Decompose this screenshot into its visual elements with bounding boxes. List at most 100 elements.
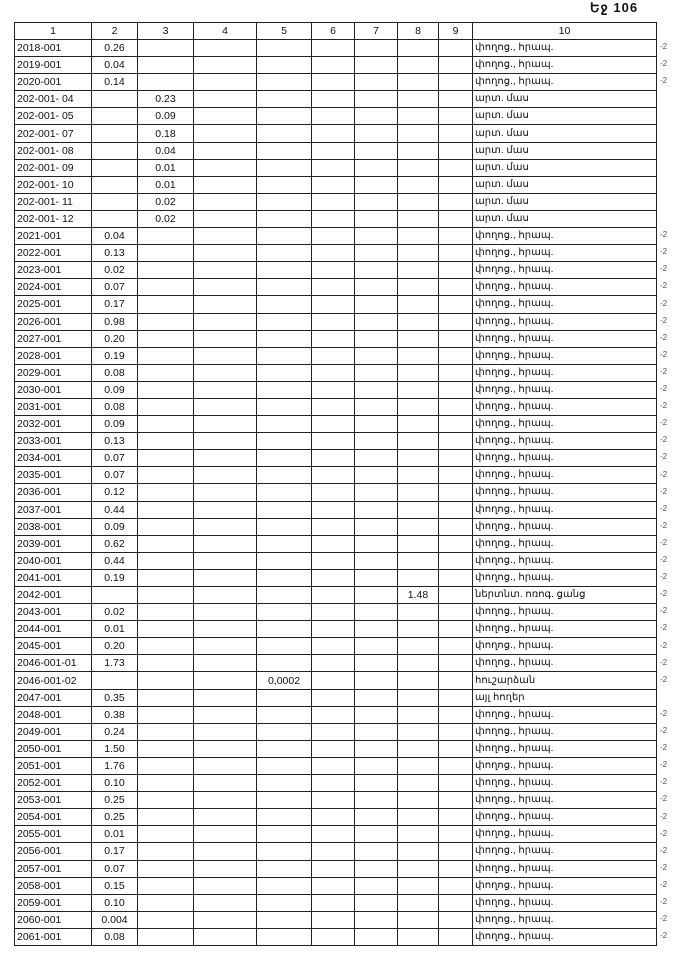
parcel-code-cell: 2023-001 (14, 261, 92, 280)
area-cell-col-7 (354, 90, 398, 109)
area-cell-col-2: 0.12 (91, 483, 138, 502)
parcel-code-cell: 2029-001 (14, 363, 92, 382)
margin-mark: -2 (660, 914, 668, 924)
area-cell-col-8 (397, 449, 439, 468)
area-cell-col-3 (137, 893, 194, 912)
area-cell-col-4 (193, 141, 257, 160)
area-cell-col-8 (397, 654, 439, 673)
area-cell-col-4 (193, 876, 257, 895)
area-cell-col-2: 0.24 (91, 722, 138, 741)
area-cell-col-4 (193, 585, 257, 605)
area-cell-col-6 (311, 329, 355, 348)
parcel-code-cell: 2025-001 (14, 295, 92, 314)
land-use-cell: փողոց., հրապ. (472, 705, 657, 724)
parcel-code-cell: 2046-001-02 (14, 671, 92, 690)
parcel-code-cell: 2054-001 (14, 808, 92, 827)
area-cell-col-2: 0.38 (91, 705, 138, 724)
area-cell-col-7 (354, 808, 398, 827)
area-cell-col-7 (354, 107, 398, 126)
area-cell-col-5 (256, 842, 312, 861)
area-cell-col-3: 0.09 (137, 107, 194, 126)
area-cell-col-7 (354, 363, 398, 382)
area-cell-col-5 (256, 808, 312, 827)
area-cell-col-5 (256, 227, 312, 246)
table-row: 2059-001 0.10 փողոց., հրապ. (14, 893, 657, 912)
area-cell-col-5 (256, 432, 312, 451)
area-cell-col-5 (256, 380, 312, 399)
area-cell-col-5 (256, 141, 312, 160)
area-cell-col-7 (354, 893, 398, 912)
area-cell-col-2: 0.07 (91, 278, 138, 297)
area-cell-col-3 (137, 774, 194, 793)
area-cell-col-9 (438, 261, 473, 280)
area-cell-col-2 (91, 209, 138, 229)
area-cell-col-8 (397, 244, 439, 263)
column-header: 10 (472, 22, 657, 40)
area-cell-col-7 (354, 380, 398, 399)
area-cell-col-8 (397, 551, 439, 570)
margin-mark: -2 (660, 384, 668, 393)
area-cell-col-3 (137, 756, 194, 776)
land-use-cell: փողոց., հրապ. (472, 415, 657, 434)
parcel-code-cell: 2026-001 (14, 312, 92, 331)
area-cell-col-5 (256, 859, 312, 878)
margin-mark: -2 (660, 76, 668, 86)
area-cell-col-4 (193, 859, 257, 878)
area-cell-col-7 (354, 756, 398, 776)
table-row: 2057-001 0.07 փողոց., հրապ. (14, 859, 657, 878)
land-use-cell: արտ. մաս (472, 158, 657, 177)
area-cell-col-9 (438, 876, 473, 895)
area-cell-col-9 (438, 756, 473, 776)
area-cell-col-6 (311, 278, 355, 297)
table-row: 2053-001 0.25 փողոց., հրապ. (14, 791, 657, 810)
area-cell-col-8 (397, 363, 439, 382)
table-row: 2029-001 0.08 փողոց., հրապ. (14, 363, 657, 382)
area-cell-col-8 (397, 910, 439, 929)
area-cell-col-8 (397, 73, 439, 92)
area-cell-col-8 (397, 876, 439, 895)
area-cell-col-8 (397, 380, 439, 399)
margin-mark: -2 (660, 537, 668, 547)
margin-mark: -2 (660, 503, 668, 513)
table-row: 2042-001 1.48 ներտնտ. ոռոգ. ցանց (14, 585, 657, 605)
margin-mark: -2 (660, 281, 668, 291)
area-cell-col-6 (311, 842, 355, 861)
area-cell-col-6 (311, 774, 355, 793)
area-cell-col-2: 1.76 (91, 756, 138, 776)
area-cell-col-3 (137, 397, 194, 417)
land-use-cell: արտ. մաս (472, 124, 657, 143)
area-cell-col-9 (438, 415, 473, 434)
area-cell-col-6 (311, 38, 355, 58)
area-cell-col-9 (438, 517, 473, 536)
area-cell-col-9 (438, 671, 473, 690)
area-cell-col-6 (311, 517, 355, 536)
margin-mark: -2 (660, 674, 668, 684)
area-cell-col-9 (438, 585, 473, 605)
area-cell-col-7 (354, 312, 398, 331)
area-cell-col-7 (354, 38, 398, 58)
area-cell-col-9 (438, 620, 473, 639)
parcel-code-cell: 202-001- 11 (14, 192, 92, 211)
area-cell-col-7 (354, 209, 398, 229)
area-cell-col-5 (256, 722, 312, 741)
area-cell-col-4 (193, 380, 257, 399)
table-row: 2044-001 0.01 փողոց., հրապ. (14, 620, 657, 639)
area-cell-col-2 (91, 671, 138, 690)
table-row: 2031-001 0.08 փողոց., հրապ. (14, 397, 657, 417)
area-cell-col-9 (438, 192, 473, 211)
area-cell-col-5 (256, 568, 312, 588)
area-cell-col-6 (311, 312, 355, 331)
area-cell-col-4 (193, 483, 257, 502)
area-cell-col-8 (397, 346, 439, 365)
land-use-cell: փողոց., հրապ. (472, 517, 657, 536)
margin-mark: -2 (660, 589, 668, 599)
table-row: 2022-001 0.13 փողոց., հրապ. (14, 244, 657, 263)
area-cell-col-5 (256, 107, 312, 126)
area-cell-col-6 (311, 705, 355, 724)
area-cell-col-9 (438, 534, 473, 553)
margin-mark: -2 (660, 760, 668, 770)
area-cell-col-7 (354, 73, 398, 92)
area-cell-col-6 (311, 192, 355, 211)
area-cell-col-2: 0.62 (91, 534, 138, 553)
table-row: 202-001- 12 0.02 արտ. մաս (14, 209, 657, 229)
